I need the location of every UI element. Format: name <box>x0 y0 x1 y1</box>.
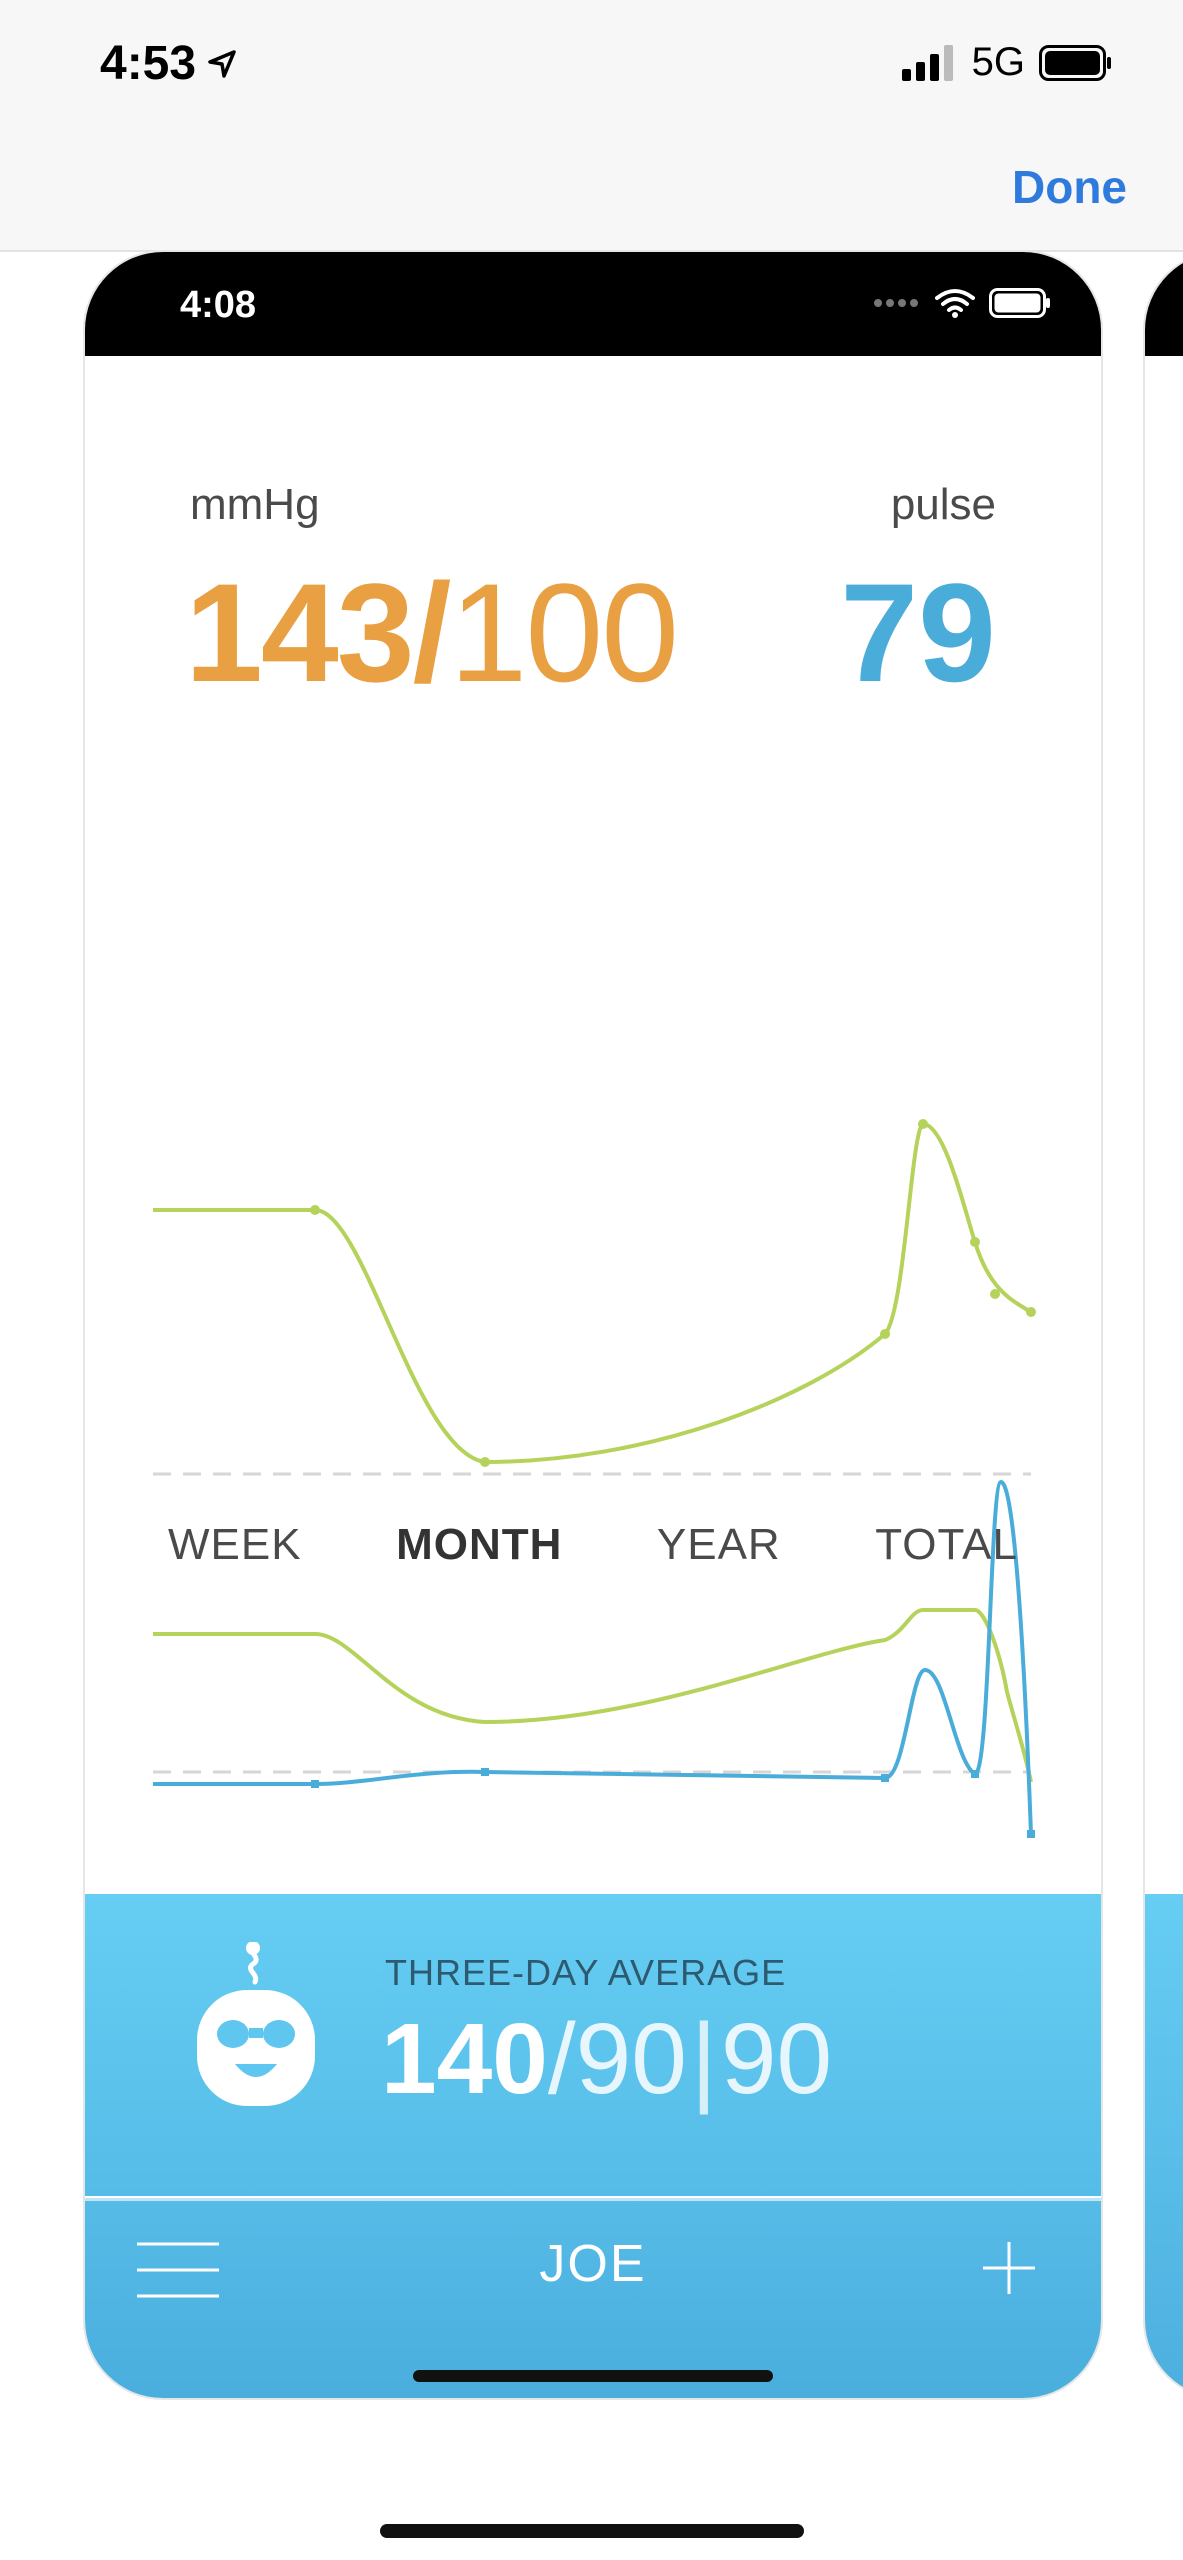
battery-icon <box>1039 44 1111 81</box>
next-card-peek[interactable] <box>1143 250 1183 2400</box>
outer-top-bar: 4:53 5G Done <box>0 0 1183 252</box>
bottom-bar <box>85 2198 1101 2398</box>
network-type: 5G <box>971 40 1025 84</box>
signal-dots-icon <box>874 299 918 307</box>
average-divider: | <box>690 2003 717 2115</box>
time-range-tabs: WEEK MONTH YEAR TOTAL <box>168 1520 1018 1570</box>
average-diastolic: 90 <box>575 2003 687 2115</box>
lower-green-line <box>153 1608 1033 1783</box>
location-arrow-icon <box>208 49 236 78</box>
upper-trend-points <box>310 1119 1036 1467</box>
inner-status-icons <box>873 288 1051 318</box>
tab-month[interactable]: MONTH <box>396 1520 563 1569</box>
app-screenshot-card: 4:08 mmHg pulse 143/100 79 <box>83 250 1103 2400</box>
trend-chart[interactable] <box>85 772 1101 1872</box>
outer-status-time: 4:53 <box>100 36 238 91</box>
done-button[interactable]: Done <box>1012 161 1127 213</box>
add-icon[interactable] <box>979 2238 1039 2298</box>
peek-bottom-panel <box>1145 1894 1183 2398</box>
home-indicator[interactable] <box>380 2524 804 2538</box>
diastolic-value: 100 <box>449 554 680 711</box>
pulse-value: 79 <box>840 554 996 711</box>
hamburger-menu-icon[interactable] <box>137 2240 219 2300</box>
inner-status-bar: 4:08 <box>85 252 1101 356</box>
unit-label: mmHg <box>190 480 320 529</box>
peek-status-bar <box>1145 252 1183 356</box>
blue-pulse-points <box>311 1768 1035 1838</box>
outer-status-icons: 5G <box>901 40 1113 85</box>
upper-trend-line <box>153 1121 1033 1465</box>
blue-pulse-line <box>153 1479 1033 1835</box>
tab-year[interactable]: YEAR <box>656 1520 781 1569</box>
user-name[interactable]: JOE <box>539 2235 647 2293</box>
tab-week[interactable]: WEEK <box>168 1520 302 1569</box>
wifi-icon <box>935 289 975 318</box>
signal-bars-icon <box>901 44 953 81</box>
tab-total[interactable]: TOTAL <box>875 1520 1018 1569</box>
average-pulse: 90 <box>720 2003 833 2115</box>
systolic-value: 143 <box>185 554 415 711</box>
pulse-label: pulse <box>890 480 996 529</box>
inner-status-time: 4:08 <box>180 284 257 326</box>
inner-home-indicator <box>413 2370 773 2382</box>
inner-battery-icon <box>989 288 1050 318</box>
outer-time-text: 4:53 <box>100 37 197 90</box>
average-values: 140/90|90 <box>381 2002 832 2117</box>
blood-pressure-reading: 143/100 <box>185 552 680 714</box>
average-systolic: 140 <box>381 2003 548 2115</box>
bp-separator: / <box>412 554 452 711</box>
average-title: THREE-DAY AVERAGE <box>385 1952 787 1993</box>
average-slash: / <box>547 2003 576 2115</box>
robot-mascot-icon <box>197 1942 315 2106</box>
